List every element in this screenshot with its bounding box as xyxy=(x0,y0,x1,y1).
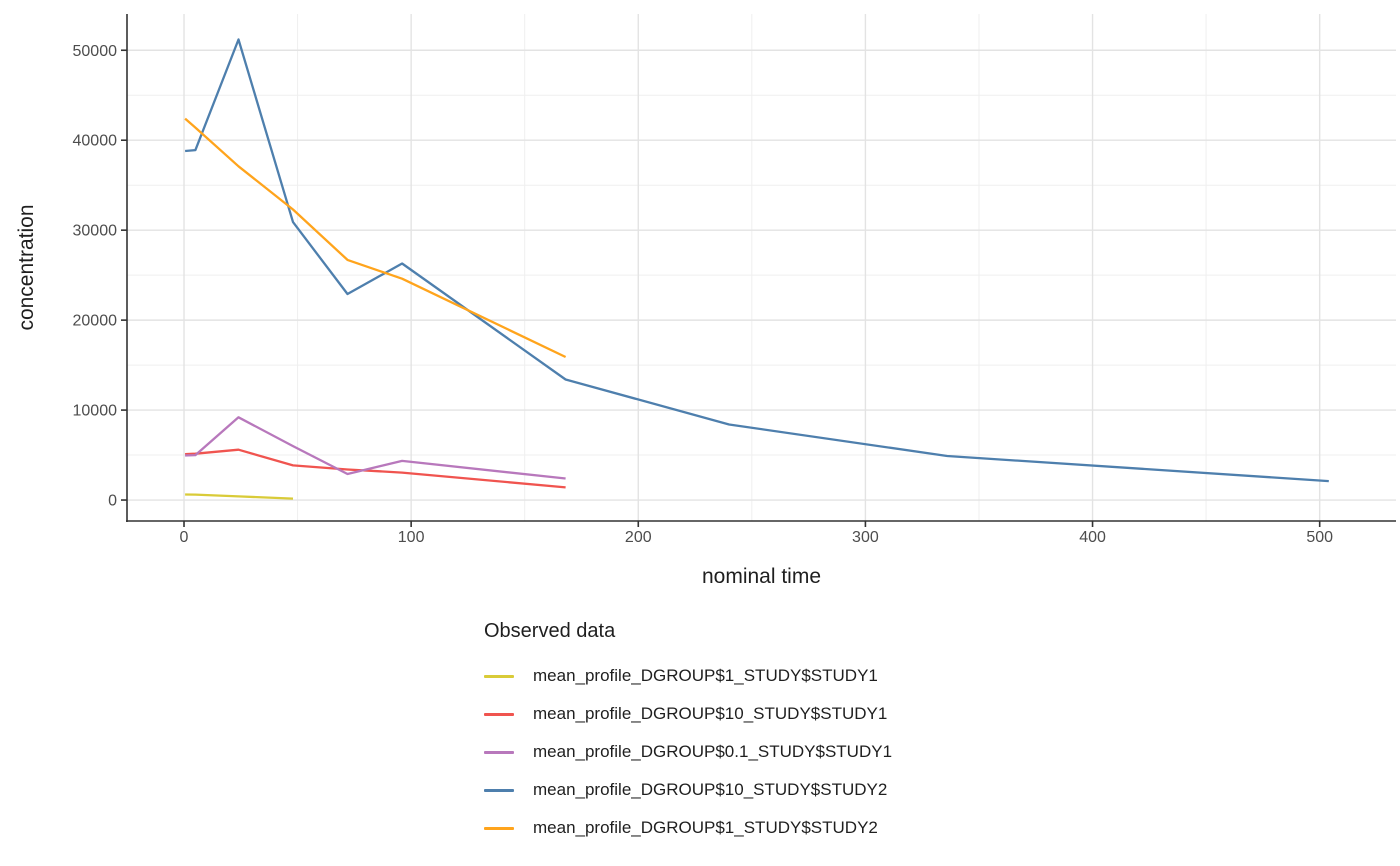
gridlines-minor xyxy=(127,14,1396,521)
legend-label-0: mean_profile_DGROUP$1_STUDY$STUDY1 xyxy=(533,666,878,685)
y-axis-title: concentration xyxy=(15,204,38,330)
legend-key-line-0 xyxy=(484,674,514,678)
legend-entry-3: mean_profile_DGROUP$10_STUDY$STUDY2 xyxy=(484,780,892,799)
series-line-0 xyxy=(185,493,294,500)
series-line-2 xyxy=(185,416,566,480)
series-line-4 xyxy=(184,117,567,359)
legend-label-4: mean_profile_DGROUP$1_STUDY$STUDY2 xyxy=(533,818,878,837)
y-tick-label: 20000 xyxy=(73,313,118,330)
y-tick-label: 30000 xyxy=(73,223,118,240)
legend-key-line-2 xyxy=(484,750,514,754)
y-tick-label: 0 xyxy=(108,493,117,510)
x-tick-label: 300 xyxy=(852,529,879,546)
legend-key-line-4 xyxy=(484,826,514,830)
y-tick-label: 40000 xyxy=(73,133,118,150)
series-line-3 xyxy=(184,38,1329,483)
x-tick-label: 500 xyxy=(1306,529,1333,546)
gridlines-major xyxy=(127,14,1396,521)
legend: Observed data mean_profile_DGROUP$1_STUD… xyxy=(484,620,892,857)
plot-svg: 0 100 200 300 400 500 0 10000 20000 30000 40000 500… xyxy=(15,14,1396,588)
legend-label-3: mean_profile_DGROUP$10_STUDY$STUDY2 xyxy=(533,780,888,799)
legend-label-2: mean_profile_DGROUP$0.1_STUDY$STUDY1 xyxy=(533,742,893,761)
tick-marks xyxy=(121,49,1321,527)
y-tick-label: 50000 xyxy=(73,43,118,60)
axis-lines xyxy=(126,14,1396,522)
legend-title: Observed data xyxy=(484,620,616,642)
x-tick-label: 200 xyxy=(625,529,652,546)
legend-entry-4: mean_profile_DGROUP$1_STUDY$STUDY2 xyxy=(484,818,892,837)
legend-label-1: mean_profile_DGROUP$10_STUDY$STUDY1 xyxy=(533,704,888,723)
legend-entry-1: mean_profile_DGROUP$10_STUDY$STUDY1 xyxy=(484,704,892,723)
legend-entry-2: mean_profile_DGROUP$0.1_STUDY$STUDY1 xyxy=(484,742,893,761)
legend-key-line-1 xyxy=(484,712,514,716)
series-lines xyxy=(184,38,1329,500)
line-chart: 0 100 200 300 400 500 0 10000 20000 30000 40000 500… xyxy=(15,14,1396,588)
x-tick-label: 100 xyxy=(398,529,425,546)
legend-key-line-3 xyxy=(484,788,514,792)
x-tick-label: 400 xyxy=(1079,529,1106,546)
x-axis-title: nominal time xyxy=(702,565,821,588)
x-tick-label: 0 xyxy=(180,529,189,546)
y-tick-label: 10000 xyxy=(73,403,118,420)
tick-labels: 0 100 200 300 400 500 0 10000 20000 30000 40000 500… xyxy=(73,43,1334,546)
legend-entries: mean_profile_DGROUP$1_STUDY$STUDY1 mean_p… xyxy=(484,666,893,857)
legend-entry-0: mean_profile_DGROUP$1_STUDY$STUDY1 xyxy=(484,666,892,685)
